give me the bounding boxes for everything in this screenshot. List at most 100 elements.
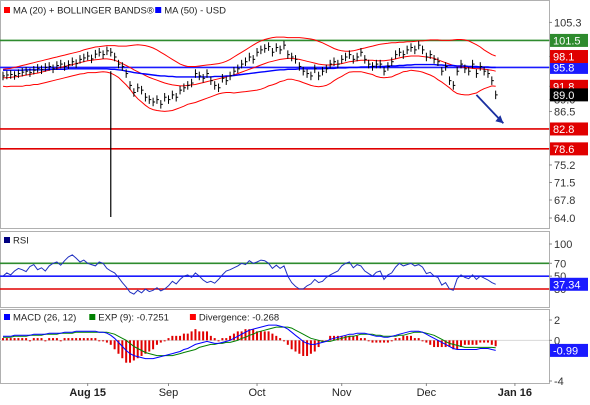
macd-legend-swatch [89, 314, 96, 320]
macd-divergence-bar [379, 340, 382, 343]
macd-divergence-bar [417, 338, 420, 341]
macd-divergence-bar [467, 340, 470, 345]
rsi-legend-label: RSI [13, 236, 29, 247]
macd-divergence-bar [202, 331, 205, 341]
macd-divergence-bar [63, 338, 66, 341]
macd-divergence-bar [352, 335, 355, 341]
macd-divergence-bar [125, 340, 128, 363]
macd-divergence-bar [440, 340, 443, 348]
macd-signal-line [3, 326, 496, 357]
macd-divergence-bar [386, 340, 389, 343]
macd-divergence-bar [55, 338, 58, 341]
price-marker-value-box-label: 89.0 [553, 90, 574, 102]
macd-divergence-bar [367, 340, 370, 342]
macd-divergence-bar [433, 340, 436, 348]
macd-divergence-bar [348, 335, 351, 341]
macd-divergence-bar [406, 335, 409, 341]
bollinger-upper-band [2, 36, 496, 70]
macd-divergence-bar [121, 340, 124, 359]
macd-divergence-bar [229, 335, 232, 341]
macd-divergence-bar [336, 335, 339, 341]
macd-divergence-bar [17, 338, 20, 341]
macd-divergence-bar [198, 331, 201, 341]
price-level-value-box [550, 60, 588, 74]
price-marker-value-box [550, 88, 588, 102]
macd-divergence-bar [75, 338, 78, 341]
price-level-value-box-label: 95.8 [553, 62, 574, 74]
bollinger-lower-band [2, 69, 496, 112]
rsi-value-box-label: 37.34 [553, 279, 581, 291]
macd-divergence-bar [259, 331, 262, 341]
macd-divergence-bar [483, 340, 486, 343]
macd-tick-label: -4 [554, 376, 564, 388]
macd-divergence-bar [371, 340, 374, 343]
macd-legend-label: MACD (26, 12) [13, 313, 76, 324]
macd-divergence-bar [44, 340, 47, 342]
macd-divergence-bar [167, 338, 170, 341]
macd-divergence-bar [309, 340, 312, 354]
price-level-value-box-label: 82.8 [553, 124, 574, 136]
macd-divergence-bar [436, 340, 439, 348]
macd-divergence-bar [194, 329, 197, 341]
rsi-tick-label: 100 [554, 239, 572, 251]
macd-divergence-bar [90, 338, 93, 341]
macd-divergence-bar [98, 340, 101, 342]
macd-divergence-bar [13, 338, 16, 341]
rsi-value-box [550, 277, 588, 291]
macd-divergence-bar [82, 338, 85, 341]
macd-divergence-bar [460, 340, 463, 348]
macd-divergence-bar [59, 340, 62, 342]
macd-legend-label: Divergence: -0.268 [199, 313, 279, 324]
ma50-line [3, 63, 496, 78]
macd-divergence-bar [344, 335, 347, 341]
forecast-arrow-head [495, 115, 504, 124]
macd-line [3, 324, 496, 360]
macd-divergence-bar [409, 335, 412, 341]
macd-divergence-bar [205, 331, 208, 341]
x-tick-label: Sep [159, 387, 179, 399]
macd-divergence-bar [232, 333, 235, 341]
macd-divergence-bar [294, 340, 297, 352]
x-tick-label: Dec [417, 387, 437, 399]
macd-divergence-bar [298, 340, 301, 354]
price-tick-label: 64.0 [554, 213, 575, 225]
macd-divergence-bar [40, 338, 43, 341]
macd-divergence-bar [290, 340, 293, 350]
macd-divergence-bar [402, 335, 405, 341]
macd-divergence-bar [240, 331, 243, 341]
macd-divergence-bar [152, 340, 155, 350]
macd-divergence-bar [394, 338, 397, 341]
price-legend-label: MA (50) - USD [164, 6, 226, 17]
macd-divergence-bar [140, 340, 143, 356]
rsi-line [2, 254, 496, 295]
macd-divergence-bar [413, 338, 416, 341]
macd-divergence-bar [390, 340, 393, 342]
price-level-value-box [550, 33, 588, 47]
macd-legend-swatch [189, 314, 196, 320]
macd-divergence-bar [494, 340, 497, 347]
macd-panel-frame [0, 309, 550, 384]
macd-divergence-bar [267, 331, 270, 341]
macd-divergence-bar [182, 333, 185, 341]
price-tick-label: 71.5 [554, 177, 575, 189]
macd-divergence-bar [248, 329, 251, 341]
price-level-value-box [550, 142, 588, 156]
price-tick-label: 105.3 [554, 17, 582, 29]
macd-divergence-bar [163, 340, 166, 342]
price-tick-label: 86.5 [554, 106, 575, 118]
x-tick-label: Jan 16 [498, 387, 532, 399]
macd-divergence-bar [28, 340, 31, 342]
price-level-value-box-label: 78.6 [553, 144, 574, 156]
macd-divergence-bar [286, 340, 289, 345]
macd-divergence-bar [282, 340, 285, 342]
macd-divergence-bar [456, 340, 459, 350]
macd-divergence-bar [263, 331, 266, 341]
price-panel-frame [0, 0, 550, 229]
macd-divergence-bar [48, 338, 51, 341]
macd-divergence-bar [213, 338, 216, 341]
macd-divergence-bar [429, 340, 432, 345]
macd-divergence-bar [329, 335, 332, 341]
price-legend-swatch [4, 7, 10, 13]
price-level-value-box [550, 122, 588, 136]
